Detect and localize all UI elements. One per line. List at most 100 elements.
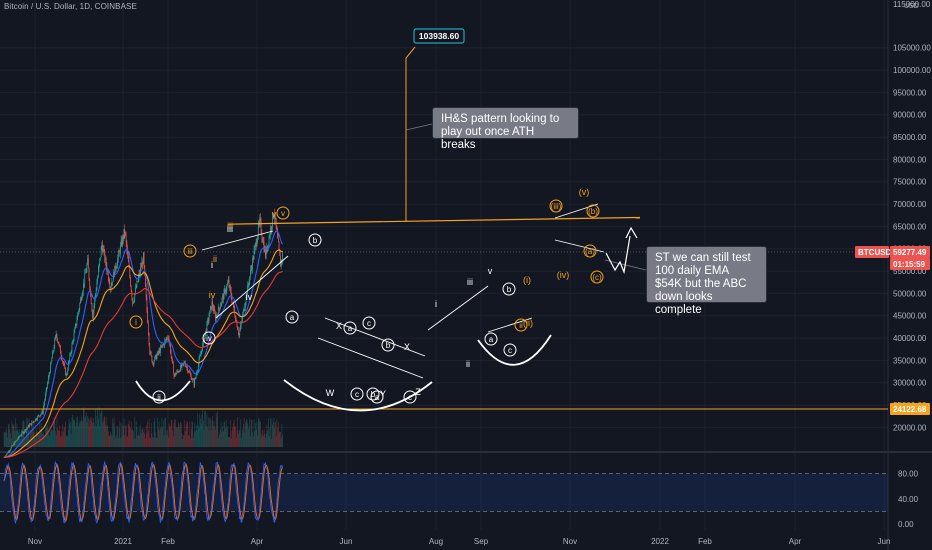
candle-body [147,309,148,323]
ihs-note[interactable]: IH&S pattern looking to play out once AT… [432,107,579,151]
volume-bar [47,425,48,447]
candle-body [132,301,134,304]
wave-label-orange: v [272,209,277,219]
volume-bar [150,438,151,447]
volume-bar [170,425,171,447]
volume-bar [233,419,235,447]
volume-bar [156,437,158,447]
candle-body [212,301,213,308]
volume-bar [140,425,141,447]
candle-body [42,411,43,414]
wave-label-orange-ring [590,270,604,284]
candle-body [70,354,71,355]
time-tick-label: Jun [878,537,891,546]
wave-label-white: i [211,260,213,270]
candle-body [32,421,33,423]
volume-bar [238,430,240,447]
volume-bar [15,417,16,447]
volume-bar [70,434,72,447]
volume-bar [125,424,127,447]
volume-bar [144,433,146,447]
candle-body [162,345,163,346]
volume-bar [234,426,236,447]
candle-body [254,246,256,251]
volume-bar [131,429,133,447]
candle-body [117,258,118,266]
volume-bar [221,431,223,447]
candle-body [40,413,42,415]
volume-bar [12,423,13,447]
volume-bar [175,426,177,447]
volume-bar [92,418,94,447]
volume-bars [3,407,283,447]
wave-label-white: c [508,346,512,355]
volume-bar [237,417,238,447]
volume-bar [185,430,186,447]
volume-bar [137,434,139,447]
candle-body [270,227,272,230]
candle-body [265,247,267,258]
candle-body [195,377,196,379]
candle-body [71,344,73,352]
candle-body [160,346,162,348]
candle-body [172,363,174,374]
volume-bar [209,419,211,447]
volume-bar [95,426,97,447]
candle-body [44,399,46,404]
st-note[interactable]: ST we can still test 100 daily EMA $54K … [646,246,767,316]
candle-body [93,305,95,311]
candle-body [158,350,160,353]
volume-bar [219,434,221,447]
volume-bar [195,424,197,447]
price-tick-label: 35000.00 [893,356,927,365]
candle-body [175,373,177,376]
volume-bar [18,436,20,447]
volume-bar [31,424,33,447]
projection-arrowhead [625,226,638,239]
volume-bar [66,435,68,447]
volume-bar [60,437,61,447]
time-tick-label: Feb [698,537,712,546]
candle-body [218,307,220,309]
volume-bar [70,421,71,447]
candle-body [120,240,122,246]
candle-body [143,253,145,266]
symbol-title[interactable]: Bitcoin / U.S. Dollar, 1D, COINBASE [4,2,137,11]
volume-bar [59,425,61,447]
volume-bar [94,425,96,447]
volume-bar [10,438,12,447]
candle-body [11,445,13,448]
volume-bar [194,422,196,447]
volume-bar [57,430,59,447]
volume-bar [260,421,261,447]
volume-bar [272,422,274,447]
candle-body [62,360,63,362]
volume-bar [157,417,158,447]
volume-bar [255,422,256,447]
candle-body [169,341,171,346]
volume-bar [253,419,255,447]
volume-bar [54,421,56,447]
wave-label-white-ring [370,390,384,404]
candle-body [142,261,143,265]
volume-bar [171,419,173,447]
candle-body [200,354,201,357]
candle-body [113,272,115,277]
candle-body [96,283,98,291]
volume-bar [212,416,213,447]
candle-body [208,316,210,322]
wave-label-white: c [355,390,359,399]
volume-bar [275,436,277,447]
time-tick-label: Nov [28,537,42,546]
candle-body [72,340,74,342]
price-tick-label: 115000.00 [893,0,931,9]
candle-body [100,257,101,259]
wave-label-orange: (iii) [551,202,562,211]
candle-body [151,355,153,362]
volume-bar [26,431,28,447]
candle-body [10,449,11,451]
volume-bar [11,420,13,447]
wave-label-white-ring [366,387,380,401]
candle-body [87,258,89,269]
